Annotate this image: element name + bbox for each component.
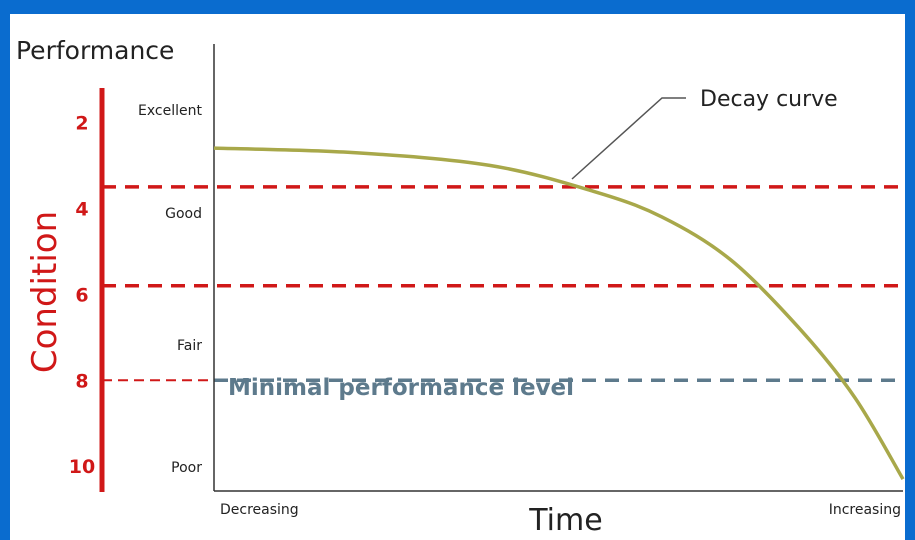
performance-axis-title: Performance [16, 36, 174, 65]
level-good: Good [165, 206, 202, 222]
time-end-label: Increasing [829, 502, 901, 518]
condition-ticks: 2 4 6 8 10 [69, 112, 95, 478]
decay-curve-line [213, 146, 905, 480]
condition-tick-6: 6 [75, 284, 88, 306]
chart-frame: Performance Excellent Good Fair Poor Con… [10, 14, 905, 540]
decay-curve-leader [571, 97, 686, 180]
condition-tick-10: 10 [69, 456, 95, 478]
decay-curve-label: Decay curve [700, 87, 838, 112]
condition-tick-2: 2 [75, 112, 88, 134]
decay-chart: Performance Excellent Good Fair Poor Con… [16, 36, 905, 538]
condition-axis-title: Condition [25, 211, 65, 373]
minimal-performance-label: Minimal performance level [228, 375, 574, 401]
time-start-label: Decreasing [220, 502, 299, 518]
level-fair: Fair [177, 338, 202, 354]
level-excellent: Excellent [138, 103, 202, 119]
time-axis-title: Time [528, 503, 602, 538]
condition-tick-4: 4 [75, 198, 88, 220]
threshold-lines [102, 185, 903, 383]
level-poor: Poor [171, 460, 202, 476]
condition-tick-8: 8 [75, 370, 88, 392]
